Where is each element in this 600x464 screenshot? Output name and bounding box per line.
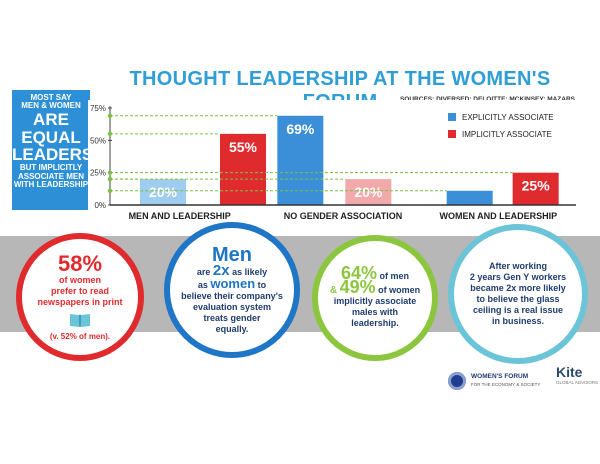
stat-text: as women to [197, 276, 267, 291]
stat-word: as likely [232, 267, 268, 277]
stat-text: males with [351, 306, 398, 317]
legend-label: EXPLICITLY ASSOCIATE [462, 113, 554, 122]
stat-word: to [257, 280, 267, 290]
stat-word: of men [379, 270, 410, 281]
bar-value-label: 20% [354, 184, 383, 200]
stat-ampersand: & [329, 284, 338, 296]
bar-chart: 0% 25% 50% 75% 20% 55% 69% 20% 11% 25% MEN AND LEA… [88, 100, 580, 228]
bar [446, 190, 493, 205]
bar [140, 179, 186, 205]
stat-circle-implicit: 64% of men & 49% of women implicitly ass… [312, 235, 438, 361]
summary-line: ASSOCIATE MEN [17, 171, 85, 181]
sources-note: SOURCES: DIVERSED; DELOITTE; MCKINSEY; M… [399, 96, 575, 103]
stat-circle-gen-y: After working 2 years Gen Y workers beca… [448, 224, 588, 364]
stat-text: ceiling is a real issue [472, 305, 564, 315]
stat-percent: 64% [340, 262, 377, 283]
summary-line: BUT IMPLICITLY [19, 163, 83, 173]
bar-value-label: 55% [229, 139, 258, 155]
stat-percent: 58% [57, 251, 103, 276]
bar-value-label: 69% [286, 121, 315, 137]
stat-word: of women [378, 284, 421, 295]
bar-value-label: 11% [456, 191, 484, 207]
y-tick-label: 25% [90, 169, 106, 178]
stat-text: & 49% of women [329, 278, 421, 296]
legend-swatch [448, 113, 456, 121]
stat-text: implicitly associate [333, 295, 417, 306]
bar-value-label: 25% [522, 178, 551, 194]
stat-text: in business. [491, 316, 544, 326]
logo-name: WOMEN'S FORUM [471, 373, 529, 380]
stat-text: of women [59, 275, 101, 285]
y-tick-label: 0% [94, 201, 106, 210]
stat-word: are [196, 267, 211, 277]
bar [277, 115, 324, 205]
summary-line-large: ARE EQUAL [21, 109, 81, 147]
bar [220, 133, 266, 205]
stat-text: 64% of men [341, 264, 410, 282]
logo-name: Kite [556, 364, 583, 380]
stat-headline: Men [212, 244, 252, 266]
summary-line: WITH LEADERSHIP [13, 180, 89, 190]
stat-text: leadership. [351, 317, 399, 328]
stat-text: 2 years Gen Y workers [469, 272, 567, 282]
stat-emphasis: 2x [212, 262, 230, 279]
guide-dot [107, 188, 113, 193]
x-category-label: MEN AND LEADERSHIP [129, 211, 231, 221]
stat-percent: 49% [339, 276, 376, 297]
legend-label: IMPLICITLY ASSOCIATE [462, 130, 552, 139]
legend-swatch [448, 130, 456, 138]
forum-emblem-icon [448, 372, 466, 390]
bar-value-label: 20% [149, 184, 178, 200]
guide-dot [107, 170, 113, 175]
womens-forum-logo: WOMEN'S FORUM FOR THE ECONOMY & SOCIETY [448, 370, 552, 394]
stat-text: prefer to read [50, 286, 110, 296]
left-summary-box: MOST SAY MEN & WOMEN ARE EQUAL LEADERS, … [12, 90, 98, 210]
stat-text: equally. [215, 324, 249, 334]
stat-text: After working [488, 261, 547, 271]
stat-emphasis: women [210, 276, 256, 291]
stat-text: treats gender [203, 313, 261, 323]
kite-logo: Kite GLOBAL ADVISORS [556, 364, 599, 385]
guide-dot [107, 176, 113, 182]
stat-circle-print: 58% of women prefer to read newspapers i… [16, 233, 144, 361]
stat-note: (v. 52% of men). [49, 332, 111, 341]
summary-line: MOST SAY [30, 93, 72, 102]
y-tick-label: 75% [90, 104, 106, 113]
stat-text: evaluation system [192, 302, 272, 312]
book-icon [70, 314, 90, 327]
stat-text: newspapers in print [37, 297, 123, 307]
guide-dot [107, 113, 113, 118]
summary-line: MEN & WOMEN [21, 101, 81, 111]
bar [345, 179, 392, 205]
bar [512, 172, 559, 205]
chart-background [88, 100, 580, 228]
summary-line-large: LEADERS, [12, 145, 98, 165]
stat-circle-evaluation: Men are 2x as likely as women to believe… [164, 222, 300, 358]
logo-subtitle: FOR THE ECONOMY & SOCIETY [471, 382, 541, 387]
stat-text: became 2x more likely [470, 283, 566, 293]
guide-dot [107, 131, 113, 137]
stat-word: as [197, 280, 208, 290]
x-category-label: NO GENDER ASSOCIATION [284, 211, 403, 221]
stat-text: to believe the glass [476, 294, 560, 304]
y-tick-label: 50% [90, 136, 106, 145]
stat-text: are 2x as likely [196, 262, 268, 279]
logo-subtitle: GLOBAL ADVISORS [556, 380, 599, 385]
stat-text: believe their company's [181, 291, 283, 301]
x-category-label: WOMEN AND LEADERSHIP [439, 211, 557, 221]
